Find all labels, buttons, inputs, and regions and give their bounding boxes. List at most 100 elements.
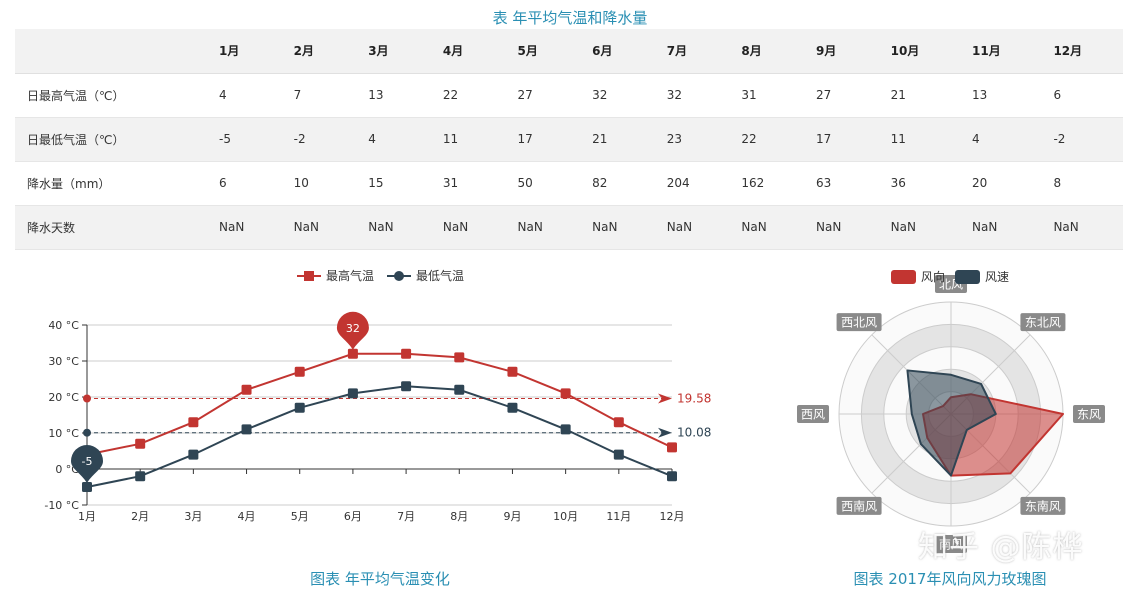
- data-point[interactable]: [294, 366, 305, 377]
- table-cell: NaN: [804, 205, 879, 250]
- table-cell: NaN: [430, 205, 506, 250]
- table-row-label: 降水量（mm）: [15, 161, 207, 206]
- x-tick-label: 12月: [660, 510, 685, 523]
- radar-indicator-badge: [1073, 405, 1105, 423]
- table-cell: 21: [878, 73, 961, 118]
- markpoint-pin: [71, 445, 103, 483]
- table-cell: 50: [505, 161, 581, 206]
- radar-indicator-badge: [935, 535, 967, 553]
- data-point[interactable]: [401, 348, 412, 359]
- markline-arrow: [658, 427, 672, 438]
- table-row: 降水量（mm） 6 10 15 31 50 82 204 162 63 36 20 8: [15, 161, 1123, 206]
- radar-indicator: 西北风: [836, 313, 882, 332]
- legend-marker[interactable]: [304, 271, 314, 281]
- table-cell: 32: [580, 73, 655, 118]
- legend-label[interactable]: 最低气温: [416, 268, 464, 283]
- data-point[interactable]: [241, 384, 252, 395]
- data-point[interactable]: [188, 417, 199, 428]
- markline-arrow: [658, 393, 672, 404]
- table-row: 日最低气温（℃） -5 -2 4 11 17 21 23 22 17 11 4 -2: [15, 117, 1123, 162]
- data-point[interactable]: [135, 438, 146, 449]
- table-cell: NaN: [654, 205, 730, 250]
- table-cell: NaN: [505, 205, 581, 250]
- table-cell: 27: [804, 73, 879, 118]
- data-point[interactable]: [667, 471, 677, 482]
- table-column-header: 9月: [804, 29, 879, 74]
- radar-indicator-label: 西风: [801, 408, 825, 422]
- data-point[interactable]: [667, 442, 677, 453]
- table-column-header: 5月: [505, 29, 581, 74]
- table-column-header: 3月: [356, 29, 431, 74]
- table-cell: 13: [356, 73, 431, 118]
- data-point[interactable]: [507, 402, 518, 413]
- legend-label[interactable]: 最高气温: [326, 268, 374, 283]
- table-cell: 7: [281, 73, 357, 118]
- data-point[interactable]: [347, 388, 358, 399]
- data-point[interactable]: [294, 402, 305, 413]
- table-cell: 27: [505, 73, 581, 118]
- data-point[interactable]: [188, 449, 199, 460]
- legend-marker[interactable]: [955, 270, 980, 284]
- radar-indicator-label: 东风: [1077, 408, 1101, 422]
- radar-indicator: 东南风: [1020, 496, 1066, 515]
- table-cell: 15: [356, 161, 431, 206]
- data-point[interactable]: [454, 352, 465, 363]
- table-row-label: 降水天数: [15, 205, 207, 250]
- table-cell: 32: [654, 73, 730, 118]
- table-cell: 4: [207, 73, 282, 118]
- data-point[interactable]: [454, 384, 465, 395]
- table-column-header: 10月: [878, 29, 961, 74]
- data-point[interactable]: [347, 348, 358, 359]
- table-cell: NaN: [356, 205, 431, 250]
- data-point[interactable]: [613, 417, 624, 428]
- table-column-header: 11月: [960, 29, 1042, 74]
- markpoint-pin: [336, 311, 369, 350]
- y-tick-label: -10 °C: [44, 499, 79, 512]
- data-point[interactable]: [613, 449, 624, 460]
- data-point[interactable]: [82, 482, 92, 492]
- table-row-label: 日最高气温（℃）: [15, 73, 207, 118]
- climate-table: 1月 2月 3月 4月 5月 6月 7月 8月 9月 10月 11月 12月 日最高气温（℃） 4 7 13…: [15, 29, 1123, 250]
- markline-label: 19.58: [677, 392, 711, 406]
- x-tick-label: 9月: [503, 510, 521, 523]
- table-cell: 31: [430, 161, 506, 206]
- radar-indicator-label: 南风: [939, 537, 963, 552]
- table-header-row: 1月 2月 3月 4月 5月 6月 7月 8月 9月 10月 11月 12月: [15, 29, 1123, 74]
- markpoint-label: 32: [346, 322, 360, 335]
- legend-label[interactable]: 风速: [985, 270, 1009, 284]
- table-cell: -5: [207, 117, 282, 162]
- radar-indicator: 西南风: [836, 496, 882, 515]
- x-tick-label: 2月: [131, 510, 149, 523]
- table-cell: 10: [281, 161, 357, 206]
- x-tick-label: 1月: [78, 510, 96, 523]
- table-cell: 17: [505, 117, 581, 162]
- table-cell: 204: [654, 161, 730, 206]
- radar-indicator-badge: [797, 405, 829, 423]
- legend-marker[interactable]: [891, 270, 916, 284]
- data-point[interactable]: [241, 424, 252, 435]
- table-cell: NaN: [960, 205, 1042, 250]
- table-cell: 4: [960, 117, 1042, 162]
- radar-indicator-badge: [836, 496, 882, 515]
- data-point[interactable]: [135, 471, 146, 482]
- table-cell: 162: [729, 161, 804, 206]
- table-cell: 17: [804, 117, 879, 162]
- table-cell: 63: [804, 161, 879, 206]
- legend-label[interactable]: 风向: [921, 269, 945, 284]
- table-cell: 21: [580, 117, 655, 162]
- table-cell: 8: [1041, 161, 1123, 206]
- table-cell: 6: [207, 161, 282, 206]
- data-point[interactable]: [507, 366, 518, 377]
- data-point[interactable]: [560, 388, 571, 399]
- table-cell: NaN: [207, 205, 282, 250]
- table-cell: 22: [430, 73, 506, 118]
- markpoint-label: -5: [82, 455, 93, 468]
- table-title: 表 年平均气温和降水量: [492, 9, 648, 27]
- data-point[interactable]: [560, 424, 571, 435]
- table-cell: 11: [878, 117, 961, 162]
- series-line-max: [86, 352, 673, 456]
- data-point[interactable]: [401, 381, 412, 392]
- markline-label: 10.08: [677, 426, 711, 440]
- watermark-text: 知乎 @陈桦: [918, 530, 1084, 565]
- legend-marker[interactable]: [394, 271, 404, 281]
